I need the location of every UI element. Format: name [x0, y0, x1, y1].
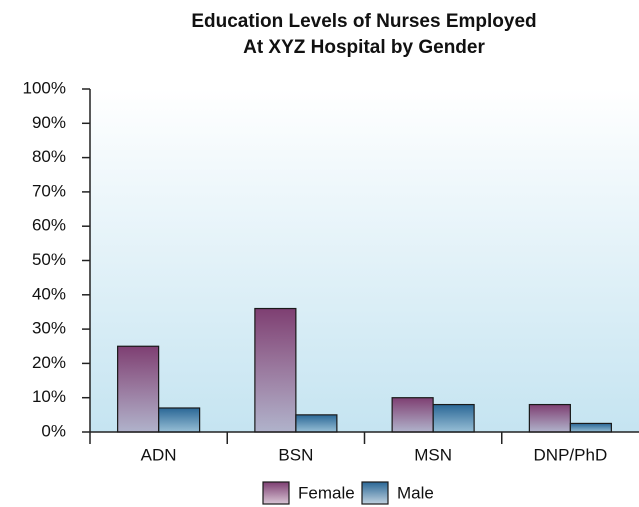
bar: [432, 403, 475, 433]
y-tick-label: 80%: [32, 147, 66, 166]
bar: [528, 403, 571, 433]
bar: [254, 307, 297, 433]
bar: [295, 414, 338, 433]
y-tick-label: 40%: [32, 284, 66, 303]
legend-swatch: [262, 481, 290, 505]
chart-title: At XYZ Hospital by Gender: [243, 37, 485, 58]
y-tick-label: 30%: [32, 319, 66, 338]
legend-label: Female: [298, 483, 355, 502]
chart-title: Education Levels of Nurses Employed: [191, 11, 536, 32]
bar: [158, 407, 201, 433]
y-tick-label: 0%: [41, 421, 66, 440]
x-tick-label: ADN: [141, 445, 177, 464]
y-tick-label: 90%: [32, 113, 66, 132]
x-tick-label: DNP/PhD: [534, 445, 608, 464]
y-tick-label: 10%: [32, 387, 66, 406]
legend-swatch: [361, 481, 389, 505]
y-tick-label: 20%: [32, 353, 66, 372]
y-tick-label: 70%: [32, 181, 66, 200]
bar: [117, 345, 160, 433]
x-tick-label: MSN: [414, 445, 452, 464]
bar: [391, 397, 434, 433]
plot-background: [90, 89, 639, 432]
y-tick-label: 50%: [32, 250, 66, 269]
y-tick-label: 60%: [32, 216, 66, 235]
legend-label: Male: [397, 483, 434, 502]
y-tick-label: 100%: [23, 78, 66, 97]
bar: [569, 422, 612, 433]
x-tick-label: BSN: [278, 445, 313, 464]
